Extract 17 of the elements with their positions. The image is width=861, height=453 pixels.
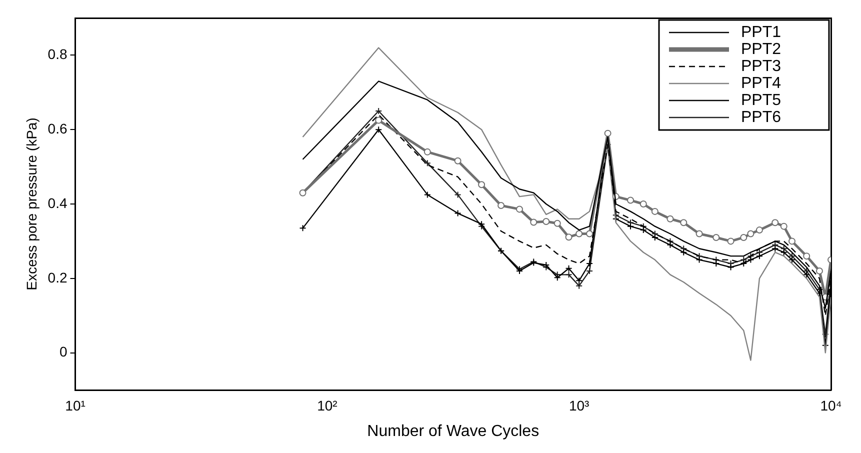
legend-label: PPT1	[741, 24, 782, 41]
legend-label: PPT6	[741, 108, 782, 126]
legend-label: PPT5	[741, 92, 782, 109]
y-tick-label: 0.8	[48, 46, 68, 62]
y-axis-title: Excess pore pressure (kPa)	[23, 118, 40, 290]
legend-label: PPT2	[741, 40, 782, 58]
legend-label: PPT3	[741, 58, 782, 75]
y-tick-label: 0.6	[48, 120, 68, 136]
x-tick-label: 10⁴	[820, 397, 842, 414]
y-tick-label: 0.2	[48, 269, 68, 286]
x-tick-label: 10¹	[65, 397, 86, 414]
legend-label: PPT4	[741, 74, 782, 92]
x-axis-title: Number of Wave Cycles	[367, 422, 540, 440]
x-tick-label: 10²	[317, 397, 338, 414]
y-tick-label: 0.4	[48, 194, 68, 211]
y-tick-label: 0	[59, 344, 68, 360]
x-tick-label: 10³	[568, 397, 590, 414]
